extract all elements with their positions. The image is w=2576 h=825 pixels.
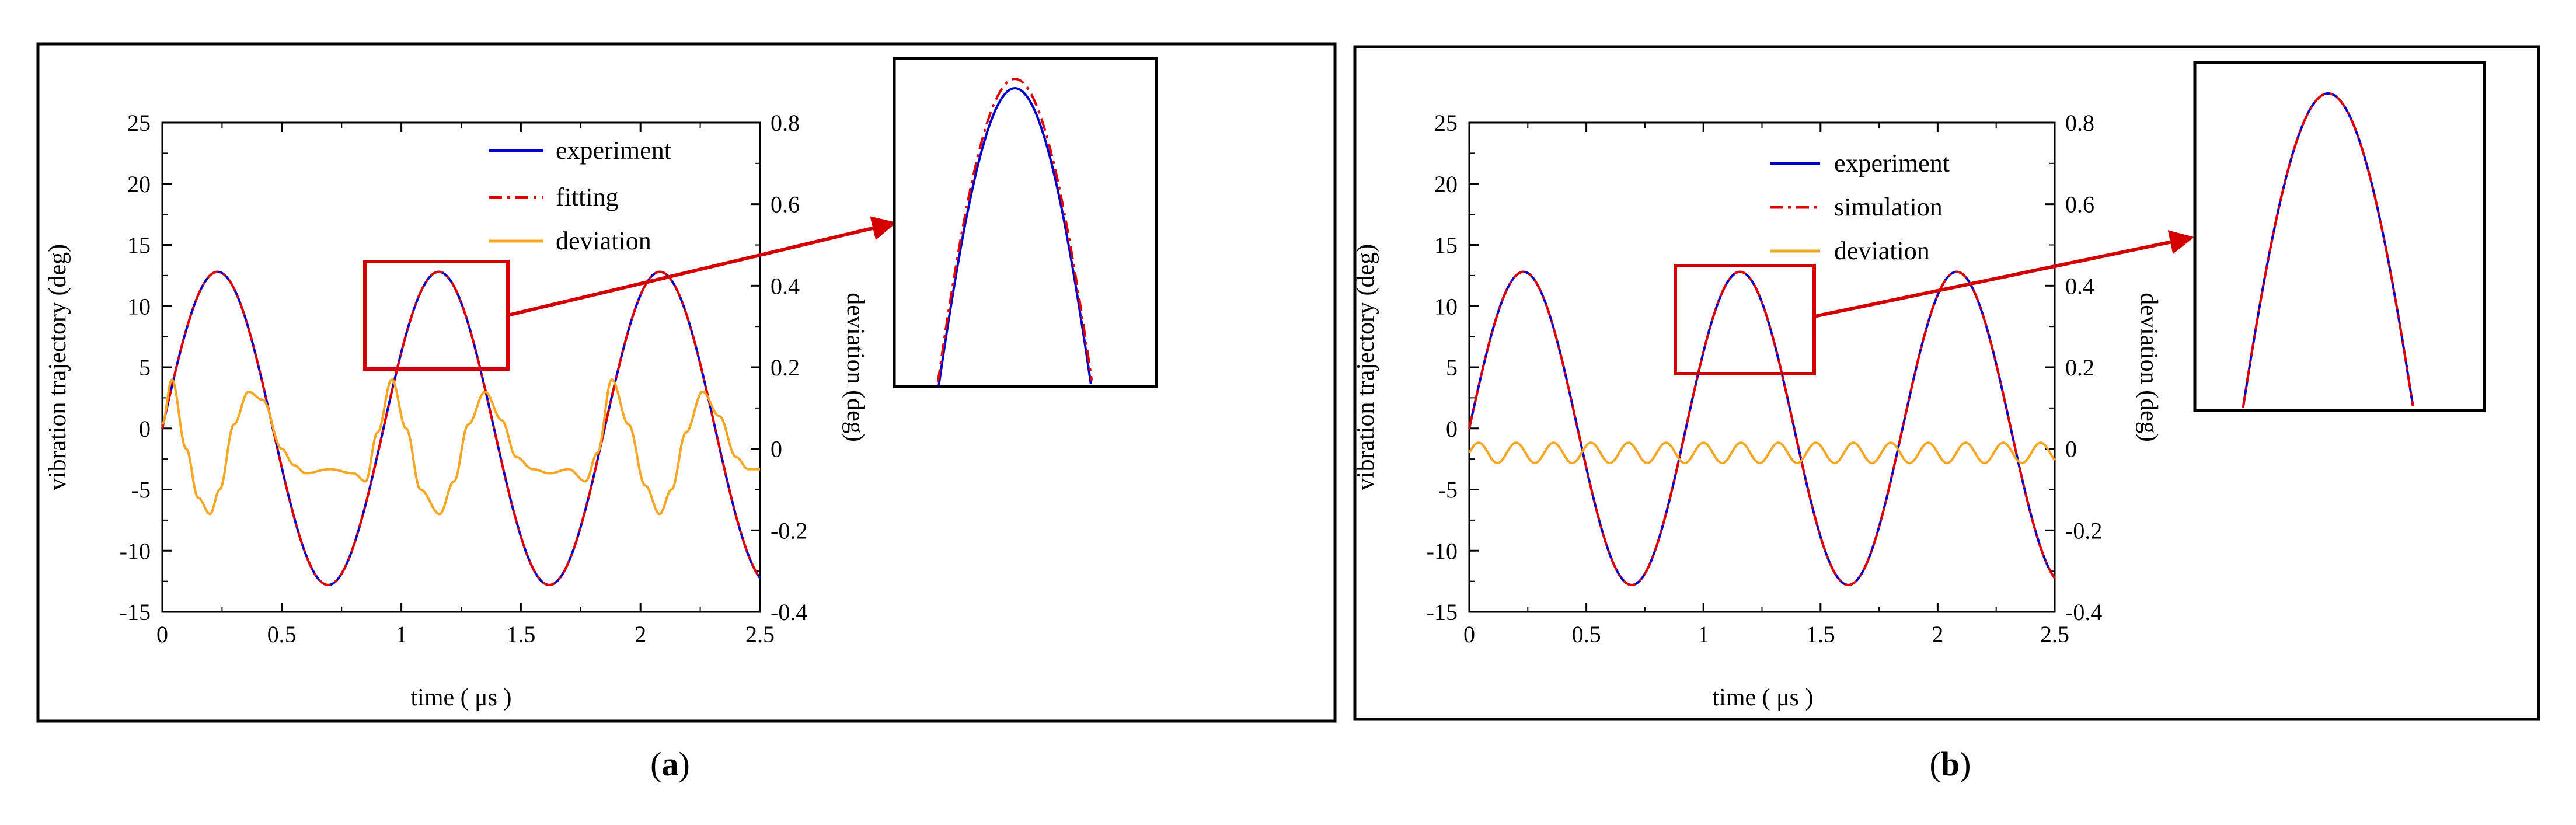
- x-tick-label: 1: [396, 621, 407, 648]
- y2-tick-label: 0.4: [771, 273, 800, 299]
- series-line-deviation: [1468, 441, 2056, 465]
- panel-a-frame: [36, 42, 1337, 723]
- chart-a-xlabel: time ( μs ): [411, 684, 512, 711]
- y-tick-label: 5: [1446, 354, 1458, 381]
- series-line-experiment: [161, 270, 761, 586]
- legend-b-experiment-label: experiment: [1834, 149, 1950, 177]
- chart-b-ylabel: vibration trajectory (deg): [1353, 244, 1379, 490]
- y-tick-label: -5: [131, 477, 151, 503]
- chart-a-y2label: deviation (deg): [842, 293, 869, 441]
- chart-b: 0 0.5 1 1.5 2 2.5 -15 -10 -5 0 5 10 15 20 25 -0.4 -0.2 0 0…: [1353, 110, 2195, 711]
- x-tick-label: 2: [635, 621, 646, 648]
- y-tick-label: -15: [1427, 599, 1458, 625]
- chart-a-tick-labels: 0 0.5 1 1.5 2 2.5 -15 -10 -5 0 5 10 15 20 25 -0.4 -0.2 0 0…: [120, 110, 808, 648]
- chart-b-plot-area: [1468, 121, 2056, 613]
- inset-series-line-fitting: [936, 78, 1093, 382]
- y2-tick-label: 0: [2065, 436, 2077, 462]
- chart-a-inset-series: [936, 78, 1093, 386]
- y-tick-label: -10: [120, 538, 151, 564]
- y2-tick-label: -0.4: [2065, 599, 2102, 625]
- y2-tick-label: 0: [771, 436, 782, 462]
- y2-tick-label: 0.2: [771, 354, 800, 381]
- chart-a-inset: [893, 57, 1158, 388]
- legend-a-fitting-label: fitting: [556, 183, 619, 211]
- chart-a-inset-frame: [893, 57, 1158, 388]
- y2-tick-label: 0.8: [771, 110, 800, 136]
- y2-tick-label: -0.2: [2065, 517, 2102, 544]
- chart-a-ticks: [161, 121, 761, 613]
- y-tick-label: 0: [1446, 416, 1458, 442]
- series-line-simulation: [1468, 270, 2056, 586]
- series-line-deviation: [161, 378, 761, 516]
- legend-a-experiment-label: experiment: [556, 136, 671, 165]
- x-tick-label: 0.5: [267, 621, 297, 648]
- y2-tick-label: 0.2: [2065, 354, 2094, 381]
- panel-a: 0 0.5 1 1.5 2 2.5 -15 -10 -5 0 5 10 15 20 25 -0.4 -0.2 0 0…: [36, 42, 1337, 783]
- chart-b-y2label: deviation (deg): [2135, 293, 2162, 441]
- y2-tick-label: 0.8: [2065, 110, 2094, 136]
- panel-b-label: (b): [1930, 745, 1971, 783]
- y-tick-label: 5: [139, 354, 151, 381]
- y-tick-label: -5: [1438, 477, 1458, 503]
- chart-b-ticks: [1468, 121, 2056, 613]
- x-tick-label: 2.5: [745, 621, 775, 648]
- chart-a-zoom-arrow: [507, 216, 897, 317]
- chart-b-inset: [2193, 61, 2486, 412]
- x-tick-label: 2: [1932, 621, 1943, 648]
- x-tick-label: 0: [156, 621, 168, 648]
- y-tick-label: 0: [139, 416, 151, 442]
- chart-b-xlabel: time ( μs ): [1713, 684, 1814, 711]
- y-tick-label: 10: [127, 293, 151, 319]
- x-tick-label: 1.5: [1806, 621, 1835, 648]
- panel-a-label: (a): [650, 745, 690, 783]
- chart-a: 0 0.5 1 1.5 2 2.5 -15 -10 -5 0 5 10 15 20 25 -0.4 -0.2 0 0…: [44, 110, 897, 711]
- chart-b-zoom-box: [1674, 264, 1816, 375]
- chart-b-tick-labels: 0 0.5 1 1.5 2 2.5 -15 -10 -5 0 5 10 15 20 25 -0.4 -0.2 0 0…: [1427, 110, 2103, 648]
- x-tick-label: 0: [1463, 621, 1475, 648]
- y-tick-label: -15: [120, 599, 151, 625]
- y2-tick-label: 0.4: [2065, 273, 2094, 299]
- y2-tick-label: -0.2: [771, 517, 807, 544]
- y-tick-label: 15: [1434, 232, 1458, 259]
- y2-tick-label: 0.6: [771, 192, 800, 218]
- y2-tick-label: 0.6: [2065, 192, 2094, 218]
- chart-b-series: [1468, 270, 2056, 586]
- y-tick-label: 20: [1434, 171, 1458, 197]
- chart-a-zoom-box: [363, 260, 510, 371]
- x-tick-label: 0.5: [1572, 621, 1601, 648]
- legend-a-deviation-label: deviation: [556, 227, 651, 255]
- panel-b-frame: [1353, 45, 2540, 721]
- chart-b-zoom-arrow: [1814, 230, 2195, 318]
- y-tick-label: 20: [127, 171, 151, 197]
- chart-a-legend: experiment fitting deviation: [489, 136, 671, 255]
- legend-b-deviation-label: deviation: [1834, 236, 1930, 265]
- y2-tick-label: -0.4: [771, 599, 807, 625]
- series-line-experiment: [1468, 270, 2056, 586]
- x-tick-label: 2.5: [2040, 621, 2069, 648]
- y-tick-label: 10: [1434, 293, 1458, 319]
- chart-b-inset-frame: [2193, 61, 2486, 412]
- y-tick-label: 25: [1434, 110, 1458, 136]
- legend-b-simulation-label: simulation: [1834, 193, 1943, 221]
- chart-b-inset-series: [2242, 92, 2414, 408]
- x-tick-label: 1: [1697, 621, 1709, 648]
- inset-series-line-experiment: [937, 87, 1092, 386]
- y-tick-label: -10: [1427, 538, 1458, 564]
- series-line-fitting: [161, 270, 761, 586]
- chart-b-legend: experiment simulation deviation: [1770, 149, 1950, 265]
- y-tick-label: 25: [127, 110, 151, 136]
- y-tick-label: 15: [127, 232, 151, 259]
- chart-a-series: [161, 270, 761, 586]
- inset-series-line-simulation: [2242, 92, 2414, 408]
- x-tick-label: 1.5: [506, 621, 535, 648]
- panel-b: 0 0.5 1 1.5 2 2.5 -15 -10 -5 0 5 10 15 20 25 -0.4 -0.2 0 0…: [1353, 45, 2540, 783]
- chart-a-ylabel: vibration trajectory (deg): [44, 244, 71, 490]
